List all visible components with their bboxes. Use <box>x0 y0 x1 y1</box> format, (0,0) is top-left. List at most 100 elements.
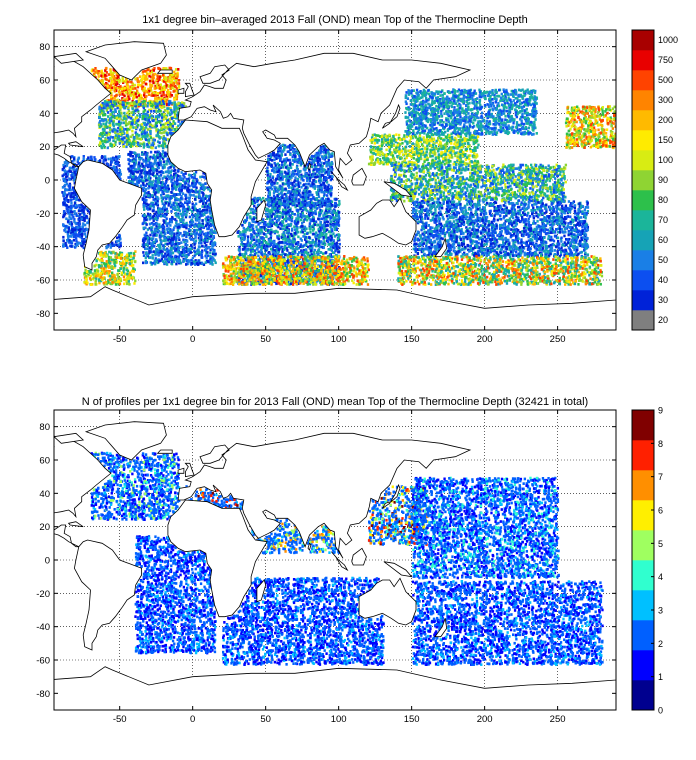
data-cell <box>137 80 140 83</box>
data-cell <box>193 172 196 176</box>
data-cell <box>116 79 119 82</box>
data-cell <box>174 81 177 84</box>
data-cell <box>171 124 174 128</box>
data-cell <box>104 280 108 284</box>
data-cell <box>165 190 169 193</box>
data-cell <box>188 198 191 201</box>
data-cell <box>207 187 210 191</box>
data-cell <box>153 245 156 248</box>
data-cell <box>128 121 131 124</box>
data-cell <box>148 108 151 112</box>
data-cell <box>202 197 205 200</box>
data-cell <box>159 207 162 211</box>
data-cell <box>156 110 159 113</box>
data-cell <box>171 188 174 191</box>
data-cell <box>164 81 168 85</box>
data-cell <box>168 121 171 125</box>
data-cell <box>161 171 164 174</box>
data-cell <box>101 139 104 143</box>
data-cell <box>187 228 191 231</box>
data-cell <box>142 261 145 265</box>
data-cell <box>99 119 102 123</box>
data-cell <box>146 253 149 257</box>
data-cell <box>101 79 105 82</box>
data-cell <box>123 86 126 90</box>
data-cell <box>160 163 163 167</box>
data-cell <box>173 108 176 112</box>
data-cell <box>122 275 126 279</box>
data-cell <box>175 116 178 120</box>
data-cell <box>149 163 153 167</box>
data-cell <box>160 101 164 104</box>
data-cell <box>201 191 205 195</box>
data-cell <box>159 170 162 174</box>
data-cell <box>113 136 117 140</box>
data-cell <box>88 277 92 280</box>
data-cell <box>152 103 155 107</box>
data-cell <box>103 129 106 132</box>
data-cell <box>139 113 142 116</box>
data-cell <box>197 259 200 262</box>
data-cell <box>94 67 97 70</box>
data-cell <box>163 257 167 261</box>
data-cell <box>170 220 173 224</box>
data-cell <box>191 176 194 179</box>
data-cell <box>286 242 289 246</box>
data-cell <box>163 142 167 146</box>
data-cell <box>132 113 135 116</box>
data-cell <box>136 77 139 80</box>
data-cell <box>167 235 170 239</box>
data-cell <box>156 140 160 144</box>
data-cell <box>105 125 108 129</box>
data-cell <box>152 81 155 85</box>
data-cell <box>327 243 330 246</box>
data-cell <box>157 197 160 201</box>
data-cell <box>164 130 167 133</box>
data-cell <box>137 103 140 106</box>
data-cell <box>94 279 97 283</box>
data-cell <box>170 81 173 84</box>
data-cell <box>168 128 171 131</box>
data-cell <box>178 103 181 107</box>
data-cell <box>101 135 104 138</box>
data-cell <box>112 110 115 114</box>
data-cell <box>104 106 107 110</box>
data-cell <box>192 185 195 189</box>
data-cell <box>184 257 187 261</box>
data-cell <box>120 262 124 265</box>
data-cell <box>174 181 178 184</box>
data-cell <box>146 206 149 209</box>
data-cell <box>157 166 160 170</box>
data-cell <box>170 94 174 97</box>
data-cell <box>158 229 161 233</box>
data-cell <box>105 120 108 124</box>
data-cell <box>150 104 153 108</box>
data-cell <box>123 106 126 110</box>
data-cell <box>131 155 135 158</box>
data-cell <box>133 95 136 99</box>
data-cell <box>116 138 119 141</box>
data-cell <box>122 143 125 147</box>
data-cell <box>189 221 192 224</box>
data-cell <box>185 179 188 182</box>
data-cell <box>200 191 203 194</box>
data-cell <box>150 84 154 87</box>
data-cell <box>141 142 144 146</box>
data-cell <box>133 121 136 124</box>
data-cell <box>134 87 137 90</box>
data-cell <box>113 69 116 73</box>
data-cell <box>153 185 156 189</box>
data-cell <box>147 87 150 91</box>
data-cell <box>151 79 155 83</box>
data-cell <box>144 174 148 177</box>
data-cell <box>194 182 198 185</box>
data-cell <box>246 213 249 217</box>
data-cell <box>102 72 106 76</box>
data-cell <box>165 263 169 266</box>
data-cell <box>169 174 173 177</box>
data-cell <box>199 199 202 203</box>
data-cell <box>169 255 173 258</box>
data-cell <box>206 239 209 242</box>
data-cell <box>316 252 319 256</box>
data-cell <box>102 122 105 126</box>
